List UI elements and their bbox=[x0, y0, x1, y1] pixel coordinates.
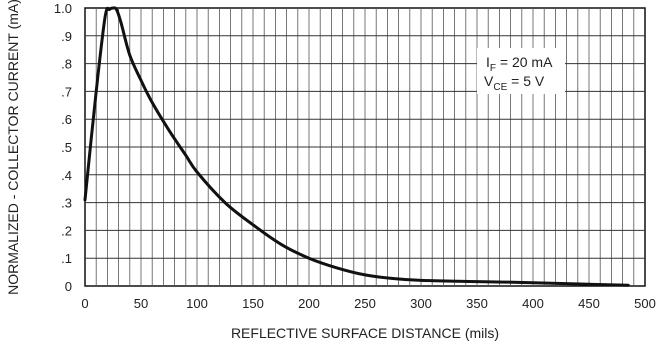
x-tick-label: 250 bbox=[354, 296, 376, 311]
x-tick-label: 200 bbox=[298, 296, 320, 311]
y-tick-label: .9 bbox=[61, 29, 72, 44]
x-tick-label: 450 bbox=[578, 296, 600, 311]
y-axis-label: NORMALIZED - COLLECTOR CURRENT (mA) bbox=[5, 0, 21, 295]
y-tick-labels: 0 .1 .2 .3 .4 .5 .6 .7 .8 .9 1.0 bbox=[54, 1, 72, 294]
x-tick-label: 150 bbox=[242, 296, 264, 311]
x-tick-label: 50 bbox=[134, 296, 148, 311]
y-tick-label: .7 bbox=[61, 84, 72, 99]
condition-annotation: IF = 20 mA VCE = 5 V bbox=[477, 48, 565, 94]
y-tick-label: .1 bbox=[61, 251, 72, 266]
collector-current-curve bbox=[83, 6, 630, 287]
x-tick-label: 350 bbox=[466, 296, 488, 311]
x-axis-label: REFLECTIVE SURFACE DISTANCE (mils) bbox=[231, 325, 499, 341]
y-tick-label: .2 bbox=[61, 223, 72, 238]
x-tick-labels: 0 50 100 150 200 250 300 350 400 450 500 bbox=[81, 296, 655, 311]
x-tick-label: 300 bbox=[410, 296, 432, 311]
x-tick-label: 100 bbox=[186, 296, 208, 311]
y-tick-label: .6 bbox=[61, 112, 72, 127]
y-tick-label: 1.0 bbox=[54, 1, 72, 16]
y-tick-label: .5 bbox=[61, 140, 72, 155]
annotation-line-current: IF = 20 mA bbox=[486, 54, 553, 74]
y-tick-label: .8 bbox=[61, 57, 72, 72]
x-tick-label: 400 bbox=[522, 296, 544, 311]
annotation-line-voltage: VCE = 5 V bbox=[484, 73, 545, 93]
x-tick-label: 500 bbox=[634, 296, 656, 311]
x-tick-label: 0 bbox=[81, 296, 88, 311]
y-tick-label: .3 bbox=[61, 196, 72, 211]
annotation-background bbox=[477, 48, 565, 94]
y-tick-label: .4 bbox=[61, 168, 72, 183]
y-tick-label: 0 bbox=[65, 279, 72, 294]
